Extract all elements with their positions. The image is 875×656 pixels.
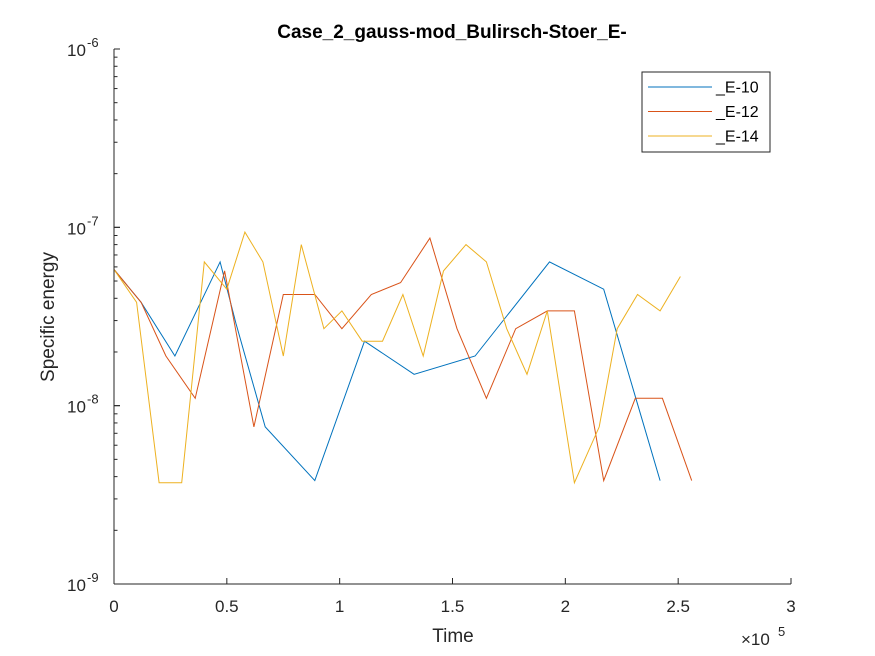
series-line-3 [113, 230, 681, 485]
x-tick-label: 3 [786, 597, 795, 616]
tick-labels: 0 0.5 1 1.5 2 2.5 310-910-810-710-6 [67, 35, 796, 616]
series-line-1 [113, 260, 661, 482]
y-tick-label-base: 10 [67, 576, 86, 595]
y-tick-label-exponent: -8 [87, 392, 99, 407]
x-axis-title: Time [432, 626, 474, 647]
y-tick-label: 10 -6 [67, 35, 99, 60]
y-tick-label: 10 -9 [67, 570, 99, 595]
x-tick-label: 0.5 [215, 597, 239, 616]
legend-label-3: _E-14 [715, 129, 759, 146]
x-tick-label: 1.5 [441, 597, 465, 616]
legend: _E-10 _E-12 _E-14 [641, 71, 771, 153]
series-line-2 [113, 236, 693, 483]
y-tick-label-exponent: -7 [87, 213, 99, 228]
x-tick-label: 2.5 [666, 597, 690, 616]
y-tick-label-base: 10 [67, 41, 86, 60]
legend-label-2: _E-12 [715, 104, 759, 121]
x-tick-label: 2 [561, 597, 570, 616]
x-tick-label: 1 [335, 597, 344, 616]
x-axis-multiplier: ×10 5 [741, 624, 785, 649]
y-tick-label: 10 -8 [67, 392, 99, 417]
ticks [113, 48, 792, 585]
series-layer [113, 230, 693, 485]
x-tick-label: 0 [109, 597, 118, 616]
y-tick-label: 10 -7 [67, 213, 99, 238]
y-tick-label-exponent: -9 [87, 570, 99, 585]
y-tick-label-base: 10 [67, 219, 86, 238]
chart-title: Case_2_gauss-mod_Bulirsch-Stoer_E- [277, 22, 627, 43]
x-multiplier-exponent: 5 [778, 624, 785, 639]
x-multiplier-base: ×10 [741, 630, 770, 649]
y-tick-label-base: 10 [67, 398, 86, 417]
legend-label-1: _E-10 [715, 80, 759, 97]
y-tick-label-exponent: -6 [87, 35, 99, 50]
y-axis-title: Specific energy [38, 252, 59, 382]
